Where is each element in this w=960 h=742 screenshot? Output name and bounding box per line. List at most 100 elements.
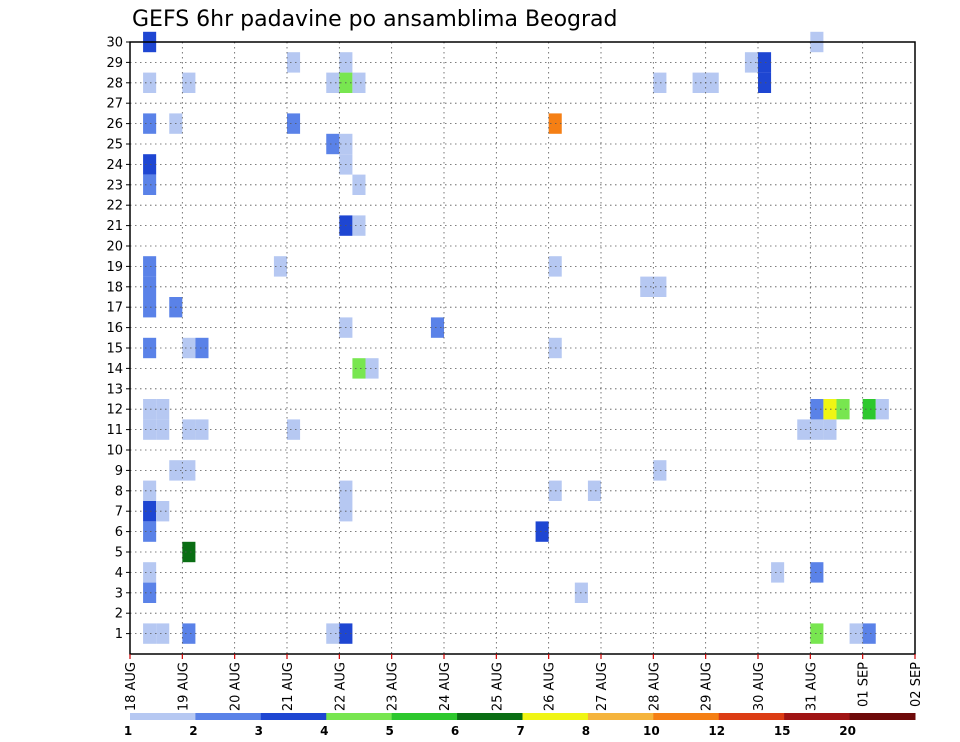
colorbar: 1 2 3 4 5 6 7 8 10 12 15 20 <box>124 713 916 738</box>
x-tick-label: 18 AUG <box>124 662 139 711</box>
heatmap-cell <box>143 174 157 195</box>
heatmap-cell <box>143 256 157 277</box>
colorbar-label: 2 <box>189 724 197 738</box>
heatmap-cell <box>143 480 157 501</box>
heatmap-cell <box>587 480 601 501</box>
heatmap-cell <box>182 72 196 93</box>
x-tick-label: 30 AUG <box>752 662 767 711</box>
colorbar-swatch <box>130 713 196 720</box>
colorbar-label: 3 <box>255 724 263 738</box>
heatmap-cell <box>287 419 301 440</box>
y-tick-label: 7 <box>115 505 123 520</box>
heatmap-cell <box>143 399 157 420</box>
heatmap-cell <box>143 419 157 440</box>
heatmap-cell <box>143 623 157 644</box>
y-tick-label: 13 <box>106 382 123 397</box>
y-tick-label: 25 <box>106 138 123 153</box>
x-tick-label: 28 AUG <box>647 662 662 711</box>
heatmap-cell <box>653 276 667 297</box>
heatmap-cell <box>352 358 366 379</box>
y-tick-label: 9 <box>115 464 123 479</box>
colorbar-label: 8 <box>582 724 590 738</box>
heatmap-cell <box>156 501 170 522</box>
y-tick-label: 20 <box>106 240 123 255</box>
x-tick-label: 02 SEP <box>909 662 924 707</box>
y-tick-label: 27 <box>106 97 123 112</box>
heatmap-cell <box>823 399 837 420</box>
x-tick-label: 19 AUG <box>176 662 191 711</box>
heatmap-cell <box>156 419 170 440</box>
heatmap-cell <box>143 501 157 522</box>
heatmap-cell <box>810 562 824 583</box>
heatmap-cell <box>326 133 340 155</box>
y-tick-label: 1 <box>115 627 123 642</box>
heatmap-cell <box>287 52 301 73</box>
heatmap-cell <box>797 419 811 440</box>
y-tick-label: 5 <box>115 546 123 561</box>
heatmap-cell <box>758 52 772 73</box>
x-tick-label: 20 AUG <box>229 662 244 711</box>
heatmap-cell <box>823 419 837 440</box>
colorbar-label: 15 <box>774 724 791 738</box>
y-tick-label: 2 <box>115 607 123 622</box>
y-tick-label: 23 <box>106 178 123 193</box>
heatmap-cell <box>758 72 772 93</box>
y-tick-label: 3 <box>115 586 123 601</box>
heatmap-cell <box>143 562 157 583</box>
heatmap-cell <box>352 215 366 236</box>
y-tick-label: 6 <box>115 525 123 540</box>
heatmap-cell <box>810 623 824 644</box>
heatmap-cell <box>692 72 706 93</box>
heatmap-cell <box>535 521 549 542</box>
colorbar-swatch <box>587 713 654 720</box>
x-tick-label: 22 AUG <box>333 662 348 711</box>
x-tick-label: 25 AUG <box>490 662 505 711</box>
colorbar-swatch <box>784 713 851 720</box>
heatmap-cell <box>143 521 157 542</box>
y-tick-label: 30 <box>106 36 123 51</box>
heatmap-cell <box>810 419 824 440</box>
heatmap-cell <box>653 72 667 93</box>
colorbar-swatch <box>457 713 523 720</box>
heatmap-cell <box>182 623 196 644</box>
y-tick-label: 4 <box>115 566 123 581</box>
y-tick-label: 15 <box>106 342 123 357</box>
colorbar-swatch <box>522 713 589 720</box>
heatmap-cell <box>143 297 157 318</box>
colorbar-label: 1 <box>124 724 132 738</box>
y-tick-label: 29 <box>106 56 123 71</box>
heatmap-cell <box>653 460 667 481</box>
heatmap-cell <box>352 72 366 93</box>
colorbar-label: 6 <box>451 724 459 738</box>
colorbar-label: 5 <box>385 724 393 738</box>
x-tick-label: 01 SEP <box>857 662 872 707</box>
heatmap-cell <box>771 562 785 583</box>
colorbar-label: 12 <box>708 724 725 738</box>
heatmap-cell <box>705 72 719 93</box>
colorbar-swatch <box>326 713 393 720</box>
heatmap-cell <box>862 399 876 420</box>
x-tick-label: 21 AUG <box>281 662 296 711</box>
heatmap-cell <box>143 582 157 603</box>
x-tick-label: 27 AUG <box>595 662 610 711</box>
heatmap-cell <box>640 276 654 297</box>
x-tick-label: 24 AUG <box>438 662 453 711</box>
heatmap-cell <box>195 337 209 359</box>
heatmap-cells <box>143 31 889 644</box>
y-tick-label: 24 <box>106 158 123 173</box>
colorbar-swatch <box>260 713 327 720</box>
heatmap-cell <box>182 541 196 563</box>
heatmap-cell <box>143 276 157 297</box>
colorbar-label: 20 <box>839 724 856 738</box>
grid-lines <box>130 42 915 654</box>
colorbar-swatch <box>391 713 458 720</box>
y-tick-label: 17 <box>106 301 123 316</box>
x-tick-label: 29 AUG <box>700 662 715 711</box>
x-tick-label: 26 AUG <box>543 662 558 711</box>
y-tick-label: 12 <box>106 403 123 418</box>
y-tick-label: 16 <box>106 321 123 336</box>
y-tick-label: 18 <box>106 280 123 295</box>
colorbar-swatch <box>195 713 262 720</box>
heatmap-cell <box>182 419 196 440</box>
